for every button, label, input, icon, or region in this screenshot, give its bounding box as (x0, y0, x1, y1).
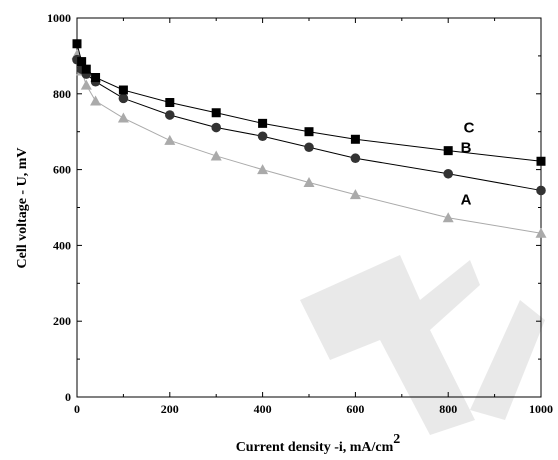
data-point-c (72, 39, 82, 49)
data-point-c (536, 156, 546, 166)
data-point-c (443, 146, 453, 156)
x-tick-label: 800 (439, 402, 457, 416)
watermark (300, 255, 545, 435)
x-tick-label: 400 (254, 402, 272, 416)
x-tick-label: 200 (161, 402, 179, 416)
data-point-c (211, 108, 221, 118)
data-point-a (257, 164, 269, 175)
series-label-a: A (461, 191, 472, 208)
data-point-a (535, 227, 547, 238)
data-point-b (304, 142, 314, 153)
x-axis-title: Current density -i, mA/cm2 (236, 432, 401, 455)
data-point-c (91, 73, 101, 83)
data-point-c (350, 134, 360, 144)
data-point-a (210, 150, 222, 161)
y-tick-label: 1000 (47, 11, 71, 25)
y-tick-label: 400 (53, 238, 71, 252)
data-point-c (77, 57, 87, 67)
y-tick-label: 600 (53, 163, 71, 177)
data-point-b (211, 122, 221, 133)
data-point-b (350, 153, 361, 164)
data-point-c (165, 98, 175, 108)
data-point-a (80, 79, 92, 90)
data-point-a (90, 95, 102, 106)
data-point-a (117, 112, 129, 123)
y-tick-label: 200 (53, 314, 71, 328)
y-tick-label: 800 (53, 87, 71, 101)
data-point-b (257, 131, 268, 142)
data-point-a (164, 134, 176, 145)
y-tick-label: 0 (65, 390, 71, 404)
series-label-b: B (461, 139, 472, 156)
data-point-c (304, 127, 314, 137)
data-point-a (349, 189, 361, 200)
data-point-c (258, 118, 268, 128)
series-label-c: C (464, 119, 475, 136)
data-point-b (118, 93, 129, 104)
data-point-b (165, 110, 175, 120)
data-point-b (443, 168, 454, 179)
data-point-a (303, 176, 315, 187)
data-point-b (536, 185, 546, 196)
data-point-c (118, 85, 128, 95)
y-axis-title: Cell voltage - U, mV (15, 148, 30, 269)
data-point-c (81, 64, 91, 74)
data-point-a (442, 212, 454, 223)
x-tick-label: 600 (346, 402, 364, 416)
x-tick-label: 0 (74, 402, 80, 416)
x-tick-label: 1000 (529, 402, 553, 416)
